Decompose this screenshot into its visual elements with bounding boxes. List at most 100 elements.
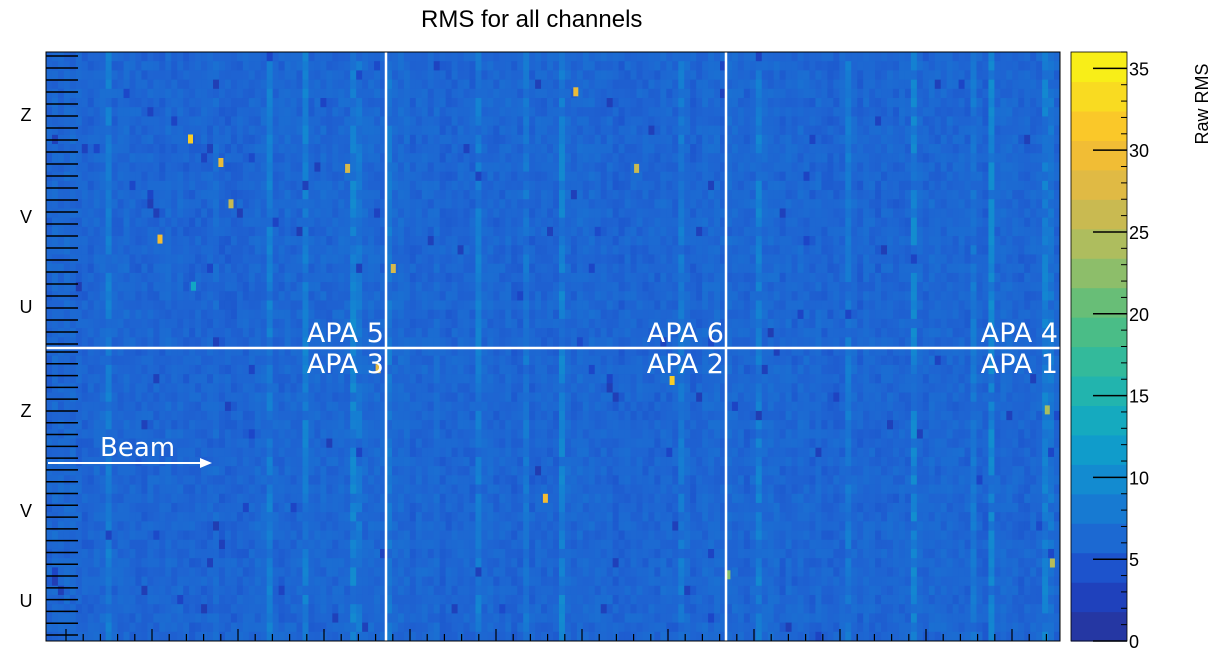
heatmap-cell [129, 134, 136, 145]
heatmap-cell [731, 153, 739, 163]
heatmap-cell [469, 52, 476, 62]
heatmap-cell [869, 282, 876, 292]
heatmap-cell [475, 162, 482, 173]
heatmap-cell [380, 88, 387, 99]
heatmap-cell [576, 70, 584, 81]
heatmap-cell [755, 171, 763, 182]
heatmap-cell [535, 70, 542, 81]
heatmap-cell [803, 162, 810, 173]
heatmap-cell [845, 52, 852, 62]
heatmap-cell [296, 226, 303, 237]
heatmap-cell [791, 300, 799, 311]
heatmap-cell [129, 236, 136, 246]
heatmap-cell [111, 236, 119, 246]
heatmap-cell [475, 144, 482, 154]
heatmap-cell [940, 144, 948, 154]
heatmap-cell [63, 88, 71, 99]
heatmap-cell [105, 245, 113, 255]
heatmap-cell [224, 263, 232, 274]
heatmap-cell [714, 107, 721, 117]
heatmap-cell [1048, 61, 1055, 71]
heatmap-cell [374, 217, 381, 228]
heatmap-cell [898, 98, 906, 108]
heatmap-cell [135, 190, 142, 200]
heatmap-cell [368, 116, 375, 127]
heatmap-cell [427, 291, 435, 301]
heatmap-cell [427, 300, 435, 311]
heatmap-cell [767, 300, 775, 311]
heatmap-cell [988, 88, 995, 99]
heatmap-cell [666, 199, 673, 209]
heatmap-cell [684, 217, 691, 228]
heatmap-cell [99, 254, 107, 265]
heatmap-cell [433, 217, 441, 228]
heatmap-cell [916, 171, 924, 182]
heatmap-cell [183, 144, 190, 154]
heatmap-cell [702, 180, 709, 191]
heatmap-cell [314, 245, 321, 255]
heatmap-cell [624, 153, 632, 163]
heatmap-cell [248, 52, 256, 62]
heatmap-cell [743, 52, 751, 62]
heatmap-cell [266, 291, 274, 301]
heatmap-cell [189, 107, 196, 117]
heatmap-cell [761, 208, 769, 219]
heatmap-cell [952, 254, 960, 265]
heatmap-cell [463, 245, 470, 255]
heatmap-cell [445, 236, 453, 246]
heatmap-cell [254, 180, 262, 191]
heatmap-cell [821, 245, 828, 255]
heatmap-cell [320, 291, 327, 301]
heatmap-cell [624, 52, 632, 62]
heatmap-cell [451, 300, 459, 311]
heatmap-cell [708, 217, 715, 228]
heatmap-cell [1006, 245, 1013, 255]
heatmap-cell [755, 199, 763, 209]
heatmap-cell [833, 98, 840, 108]
heatmap-cell [714, 282, 721, 292]
heatmap-cell [135, 88, 142, 99]
heatmap-cell [403, 199, 411, 209]
heatmap-cell [326, 236, 333, 246]
heatmap-cell [350, 107, 357, 117]
heatmap-cell [654, 162, 661, 173]
heatmap-cell [588, 291, 596, 301]
heatmap-cell [421, 70, 429, 81]
heatmap-cell [391, 125, 399, 136]
heatmap-cell [403, 107, 411, 117]
heatmap-cell [314, 144, 321, 154]
heatmap-cell [600, 254, 608, 265]
heatmap-cell [213, 300, 220, 311]
heatmap-cell [183, 245, 190, 255]
heatmap-cell [409, 144, 417, 154]
heatmap-cell [928, 272, 936, 283]
heatmap-cell [922, 300, 930, 311]
heatmap-cell [505, 208, 512, 219]
heatmap-cell [105, 226, 113, 237]
heatmap-cell [87, 217, 95, 228]
heatmap-cell [612, 199, 620, 209]
heatmap-cell [887, 217, 894, 228]
heatmap-cell [308, 282, 315, 292]
heatmap-cell [916, 153, 924, 163]
heatmap-cell [469, 282, 476, 292]
heatmap-cell [737, 79, 745, 90]
heatmap-cell [81, 162, 89, 173]
heatmap-cell [636, 236, 643, 246]
heatmap-cell [827, 52, 834, 62]
heatmap-cell [1030, 134, 1037, 145]
heatmap-cell [332, 98, 339, 108]
heatmap-cell [213, 190, 220, 200]
heatmap-cell [970, 208, 977, 219]
heatmap-cell [875, 291, 882, 301]
heatmap-cell [851, 300, 858, 311]
heatmap-cell [1054, 180, 1061, 191]
heatmap-cell [898, 116, 906, 127]
heatmap-cell [171, 236, 178, 246]
heatmap-cell [314, 70, 321, 81]
heatmap-cell [773, 309, 781, 320]
heatmap-cell [189, 263, 196, 274]
heatmap-cell [368, 144, 375, 154]
heatmap-cell [332, 79, 339, 90]
heatmap-cell [570, 52, 578, 62]
